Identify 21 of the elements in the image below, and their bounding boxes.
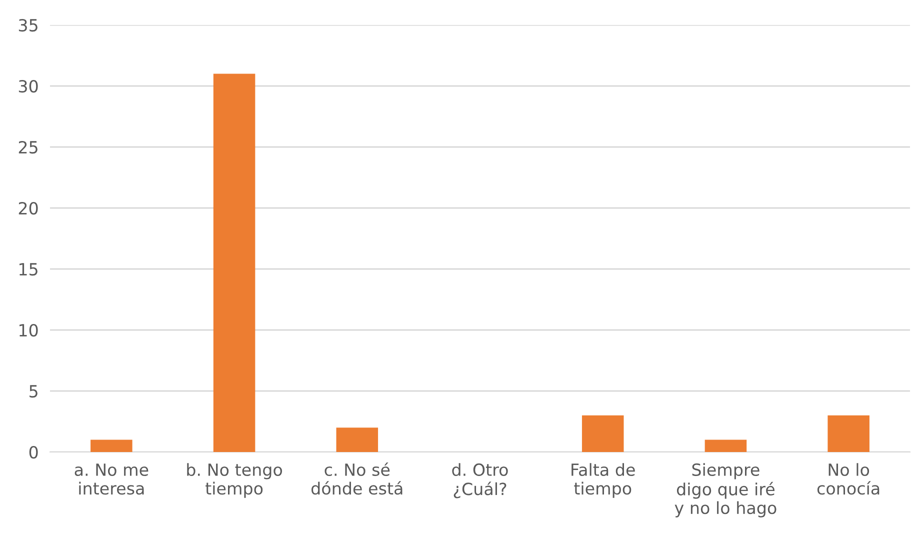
x-tick-label: c. No sé dónde está <box>311 462 402 495</box>
bar <box>582 415 624 452</box>
bar <box>828 415 870 452</box>
bar <box>704 440 747 452</box>
y-tick-label: 20 <box>18 202 38 215</box>
x-tick-label: b. No tengo tiempo <box>187 463 282 498</box>
y-tick-label: 10 <box>20 324 38 337</box>
y-tick-label: 35 <box>18 18 38 32</box>
bar <box>213 74 256 452</box>
y-tick-label: 0 <box>29 446 38 459</box>
x-tick-label: Falta de tiempo <box>572 463 635 498</box>
x-tick-label: No lo conocía <box>817 463 880 495</box>
y-tick-label: 5 <box>30 385 38 398</box>
x-tick-label: Siempre digo que iré y no lo hago <box>674 463 776 518</box>
x-tick-label: d. Otro ¿Cuál? <box>452 463 508 498</box>
y-tick-label: 30 <box>18 80 38 93</box>
x-tick-label: a. No me interesa <box>74 464 148 495</box>
bar <box>336 428 378 452</box>
y-tick-label: 25 <box>18 140 38 154</box>
y-tick-label: 15 <box>20 263 38 276</box>
bar <box>90 440 132 452</box>
